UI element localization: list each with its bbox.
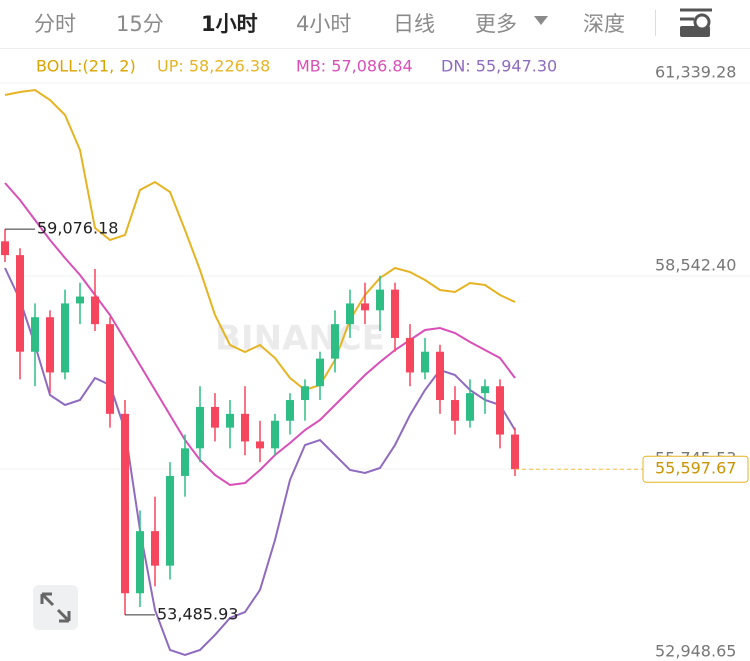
candle-body [436, 351, 444, 401]
candle-body [391, 289, 399, 338]
tab[interactable]: 日线 [393, 12, 435, 36]
y-tick-label: 61,339.28 [655, 63, 736, 82]
candle-body [241, 413, 249, 442]
candle-body [31, 317, 39, 352]
candle-body [466, 393, 474, 421]
tab[interactable]: 深度 [583, 12, 625, 36]
last-price-label: 55,597.67 [655, 459, 736, 478]
tab[interactable]: 分时 [34, 12, 76, 36]
candle-body [226, 413, 234, 428]
candle-body [76, 296, 84, 304]
legend-entry: UP: 58,226.38 [157, 57, 270, 76]
candle-body [301, 386, 309, 401]
candle-body [346, 303, 354, 325]
candle-body [481, 386, 489, 394]
expand-button[interactable] [33, 585, 78, 630]
candle-body [181, 448, 189, 476]
candle-body [16, 255, 24, 352]
candle-body [316, 358, 324, 387]
tab[interactable]: 1小时 [201, 12, 258, 36]
candle-body [106, 324, 114, 414]
candle-body [331, 324, 339, 359]
candle-body [361, 303, 369, 311]
timeframe-bar: 分时 15分 1小时 4小时 日线 更多 深度 [0, 0, 750, 49]
candle-body [376, 289, 384, 311]
low-label: 53,485.93 [157, 604, 238, 623]
candle-body [451, 400, 459, 421]
high-label: 59,076.18 [37, 219, 118, 238]
candle-body [136, 531, 144, 594]
tab[interactable]: 更多 [475, 12, 517, 36]
last-price-box [642, 455, 749, 483]
divider [655, 10, 656, 36]
candle-body [166, 475, 174, 566]
candle-body [211, 406, 219, 428]
y-tick-label: 58,542.40 [655, 256, 736, 275]
tab[interactable]: 4小时 [296, 12, 352, 36]
candle-body [286, 400, 294, 421]
dropdown-caret [534, 16, 548, 25]
legend-entry: DN: 55,947.30 [441, 57, 557, 76]
watermark: BINANCE [215, 319, 385, 359]
settings-icon[interactable] [678, 6, 714, 40]
candle-body [151, 531, 159, 566]
boll-line [4, 88, 516, 392]
candle-body [46, 317, 54, 373]
y-tick-label: 52,948.65 [655, 642, 736, 661]
expand-bg[interactable] [33, 585, 78, 630]
candle-body [406, 337, 414, 373]
indicator-label: BOLL:(21, 2) [36, 57, 136, 76]
candle-body [271, 420, 279, 449]
candle-body [1, 241, 9, 256]
candle-body [121, 413, 129, 594]
candle-body [511, 434, 519, 470]
boll-line [4, 182, 516, 487]
candle-body [256, 441, 264, 449]
tab[interactable]: 15分 [116, 12, 164, 36]
boll-line [4, 267, 516, 656]
candle-body [196, 406, 204, 449]
legend-entry: MB: 57,086.84 [296, 57, 413, 76]
candle-body [61, 303, 69, 373]
candle-body [496, 386, 504, 435]
candle-body [91, 296, 99, 325]
candle-body [421, 351, 429, 373]
